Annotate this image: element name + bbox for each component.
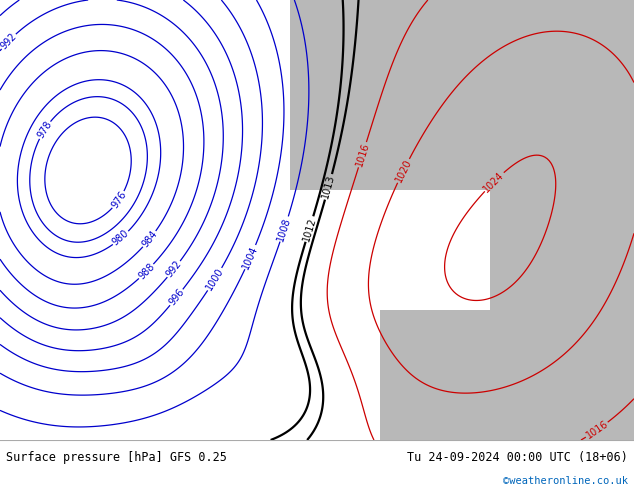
Text: 988: 988: [136, 261, 157, 281]
Text: 1024: 1024: [482, 170, 507, 194]
Bar: [490, 0, 634, 440]
Text: 1016: 1016: [584, 419, 610, 441]
Text: Surface pressure [hPa] GFS 0.25: Surface pressure [hPa] GFS 0.25: [6, 451, 227, 464]
Text: 1020: 1020: [394, 157, 413, 184]
Text: 1004: 1004: [241, 244, 260, 270]
Text: Tu 24-09-2024 00:00 UTC (18+06): Tu 24-09-2024 00:00 UTC (18+06): [407, 451, 628, 464]
Bar: [380, 310, 490, 440]
Text: ©weatheronline.co.uk: ©weatheronline.co.uk: [503, 476, 628, 486]
Text: 992: 992: [164, 259, 184, 280]
Text: 1013: 1013: [321, 174, 337, 200]
Text: 1008: 1008: [276, 216, 293, 242]
Text: 1012: 1012: [301, 216, 318, 242]
Bar: [290, 0, 490, 190]
Text: 978: 978: [36, 120, 54, 141]
Text: 1000: 1000: [204, 266, 226, 293]
Text: 996: 996: [167, 287, 186, 308]
Text: 1016: 1016: [354, 142, 371, 168]
Text: 984: 984: [140, 229, 159, 249]
Text: 980: 980: [111, 228, 131, 248]
Text: 992: 992: [0, 31, 18, 51]
Text: 976: 976: [110, 190, 128, 210]
